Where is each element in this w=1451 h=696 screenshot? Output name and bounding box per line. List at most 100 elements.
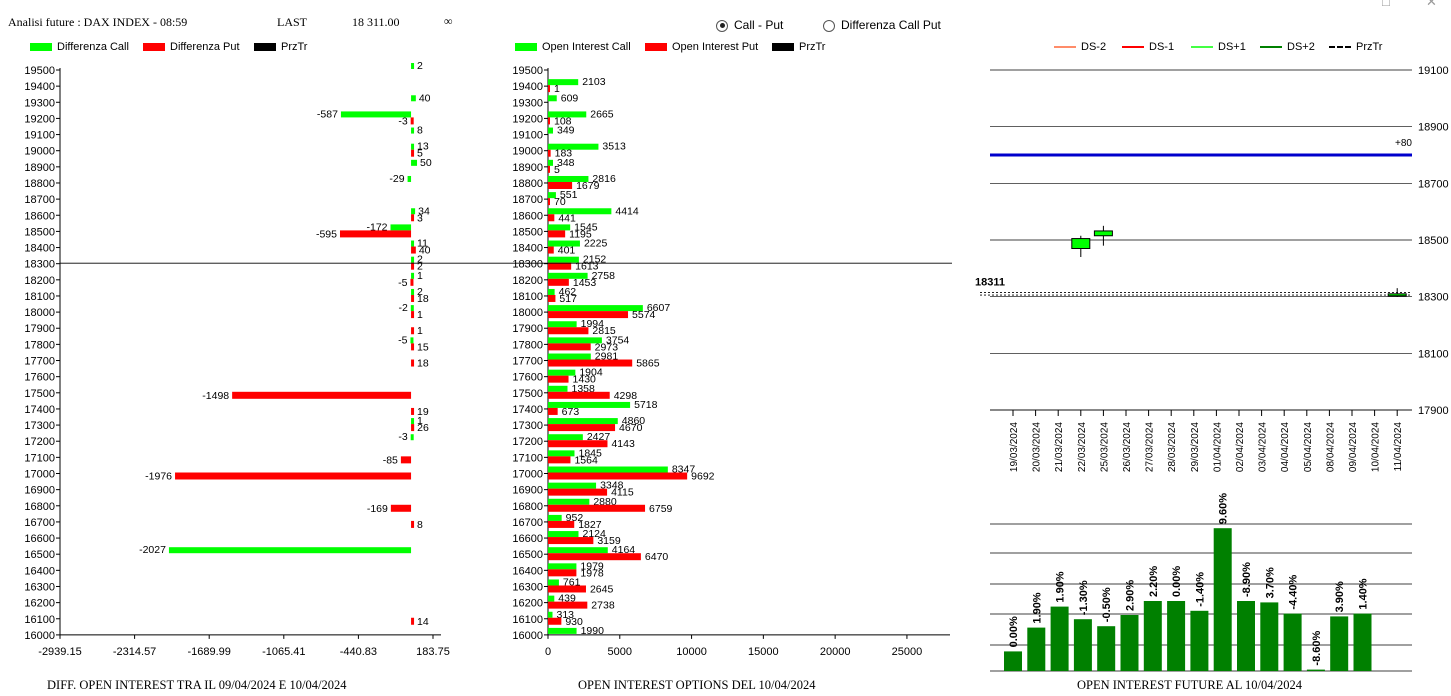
chart2-strike-label: 17800 — [512, 339, 543, 351]
radio-selected-icon[interactable] — [716, 19, 728, 32]
legend-label: PrzTr — [281, 41, 308, 53]
chart2-strike-label: 18300 — [512, 259, 543, 271]
chart1-put-label: 3 — [417, 212, 423, 224]
chart2-strike-label: 17900 — [512, 323, 543, 335]
chart3-last-label: 18311 — [975, 277, 1005, 289]
chart2-put-bar — [548, 617, 562, 625]
radio-unselected-icon[interactable] — [823, 19, 835, 32]
chart2-put-label: 5574 — [632, 309, 656, 321]
chart1-strike-label: 17600 — [24, 372, 55, 384]
legend-label: DS-1 — [1149, 41, 1175, 53]
chart1-call-label: 8 — [417, 125, 423, 137]
chart1-strike-label: 16700 — [24, 517, 55, 529]
chart4-bar-label: 3.90% — [1334, 581, 1346, 612]
chart1-strike-label: 17400 — [24, 404, 55, 416]
chart2-strike-label: 17500 — [512, 388, 543, 400]
chart2-strike-label: 16700 — [512, 517, 543, 529]
chart1-put-bar — [411, 520, 415, 528]
chart2-put-label: 3159 — [597, 535, 621, 547]
chart1-strike-label: 16100 — [24, 614, 55, 626]
chart2-put-label: 5 — [554, 164, 560, 176]
chart2-put-bar — [548, 375, 569, 383]
chart2-strike-label: 18000 — [512, 307, 543, 319]
legend-swatch-black — [772, 43, 794, 52]
infinity-icon: ∞ — [444, 14, 453, 28]
chart2-strike-label: 16800 — [512, 501, 543, 513]
chart2-strike-label: 16000 — [512, 630, 543, 642]
chart2-strike-label: 17400 — [512, 404, 543, 416]
chart1-call-bar — [168, 547, 412, 554]
chart2-put-bar — [548, 327, 589, 335]
radio-call-put[interactable]: Call - Put — [716, 18, 783, 32]
chart4-bar — [1283, 613, 1302, 671]
chart1-strike-label: 17700 — [24, 356, 55, 368]
chart2-call-label: 4860 — [622, 415, 646, 427]
chart2-call-bar — [548, 337, 602, 344]
chart2-call-label: 462 — [559, 286, 577, 298]
chart1-x-tick-label: -1065.41 — [262, 646, 305, 658]
chart3-date-label: 22/03/2024 — [1077, 422, 1088, 472]
chart2-call-label: 2152 — [583, 254, 607, 266]
chart2-call-bar — [548, 79, 579, 86]
chart2-call-bar — [548, 482, 597, 489]
chart1-call-label: -2 — [398, 302, 407, 314]
chart1-strike-label: 19400 — [24, 81, 55, 93]
chart2-put-label: 4670 — [619, 422, 643, 434]
chart2-call-bar — [548, 434, 583, 441]
legend-przt-1: PrzTr — [254, 41, 307, 53]
chart2-put-bar — [548, 520, 575, 528]
chart2-strike-label: 17200 — [512, 436, 543, 448]
chart2-call-bar — [548, 288, 555, 295]
chart1-strike-label: 18100 — [24, 291, 55, 303]
chart1-strike-label: 18500 — [24, 226, 55, 238]
legend-diff-put: Differenza Put — [143, 41, 240, 53]
chart2-strike-label: 16100 — [512, 614, 543, 626]
chart1-strike-label: 16300 — [24, 581, 55, 593]
chart2-call-bar — [548, 111, 587, 118]
chart4-bar — [1004, 651, 1022, 671]
window-restore-icon[interactable]: □ — [1382, 0, 1390, 9]
chart2-put-label: 1679 — [576, 180, 600, 192]
chart3-date-label: 02/04/2024 — [1235, 422, 1246, 472]
chart1-call-label: 11 — [417, 238, 428, 250]
chart2-call-label: 2103 — [582, 76, 606, 88]
chart2-put-label: 2973 — [595, 341, 619, 353]
chart2-put-label: 2738 — [591, 600, 615, 612]
chart1-put-label: -1976 — [145, 471, 172, 483]
chart1-strike-label: 18000 — [24, 307, 55, 319]
chart1-put-label: -5 — [398, 277, 407, 289]
chart1-call-bar — [410, 305, 414, 312]
chart2-strike-label: 17100 — [512, 452, 543, 464]
chart2-put-label: 2645 — [590, 583, 614, 595]
radio-diff-call-put[interactable]: Differenza Call Put — [823, 18, 941, 32]
chart2-call-bar — [548, 192, 556, 199]
chart2-call-bar — [548, 466, 668, 473]
chart2-put-label: 673 — [562, 406, 580, 418]
chart1-put-label: 18 — [417, 293, 429, 305]
chart2-put-bar — [548, 262, 572, 270]
legend-label: Differenza Put — [170, 41, 240, 53]
chart3-date-label: 04/04/2024 — [1280, 422, 1291, 472]
chart2-strike-label: 16300 — [512, 581, 543, 593]
chart2-x-tick-label: 15000 — [748, 646, 779, 658]
legend-label: Open Interest Call — [542, 41, 631, 53]
chart1-call-label: 2 — [417, 254, 423, 266]
chart1-call-bar — [411, 288, 415, 295]
chart3-date-label: 28/03/2024 — [1167, 422, 1178, 472]
chart2-call-label: 609 — [561, 92, 579, 104]
chart2-put-bar — [548, 85, 550, 93]
chart1-call-label: 2 — [417, 60, 423, 72]
chart1-strike-label: 16200 — [24, 598, 55, 610]
chart2-call-bar — [548, 418, 618, 425]
chart2-strike-label: 16200 — [512, 598, 543, 610]
chart2-call-bar — [548, 321, 577, 328]
chart1-strike-label: 16500 — [24, 549, 55, 561]
chart4-bar-label: 9.60% — [1218, 493, 1230, 524]
chart3-candle-body — [1387, 293, 1407, 297]
chart1-strike-label: 17300 — [24, 420, 55, 432]
window-close-icon[interactable]: ✕ — [1426, 0, 1437, 9]
legend-label: PrzTr — [799, 41, 826, 53]
chart2-put-label: 5865 — [636, 358, 660, 370]
chart2-strike-label: 16400 — [512, 565, 543, 577]
